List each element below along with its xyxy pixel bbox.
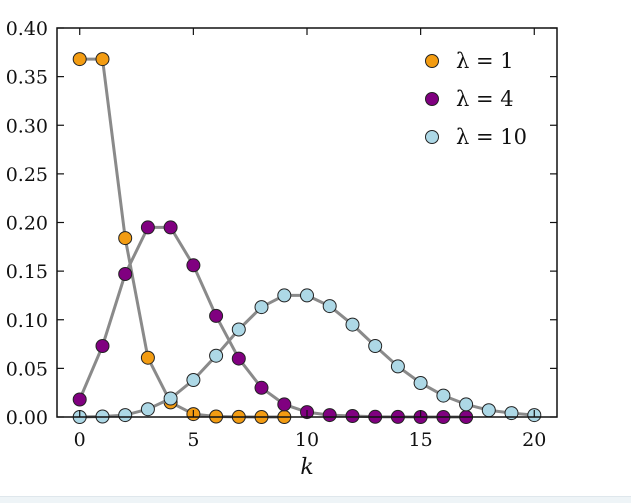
series-3-point — [186, 373, 201, 387]
y-tick-label: 0.20 — [6, 213, 48, 235]
series-2-point — [231, 351, 246, 366]
x-axis-label: k — [300, 455, 313, 480]
series-3-point — [163, 391, 178, 406]
series-2-point — [254, 380, 269, 395]
legend-marker-3 — [425, 130, 439, 144]
series-2-point — [95, 339, 110, 353]
series-2-point — [322, 408, 337, 423]
series-3-point — [368, 339, 383, 353]
series-2-point — [277, 397, 292, 412]
series-1-line — [78, 57, 286, 419]
axes-layer: 0 5 10 15 20 0.00 0.05 0.10 0.15 0.20 0.25 0.30 0.35… — [6, 18, 558, 480]
series-3-point — [300, 288, 314, 303]
series-3-point — [277, 288, 292, 303]
series-2-line — [78, 225, 468, 419]
series-3-point — [345, 317, 360, 332]
legend-marker-1 — [425, 54, 439, 68]
series-3-point — [322, 299, 337, 314]
series-1-point — [95, 52, 110, 67]
series-3-point — [254, 300, 269, 315]
series-3-point — [209, 348, 224, 363]
y-tick-label: 0.40 — [6, 18, 48, 40]
y-tick-label: 0.35 — [6, 67, 48, 89]
series-2-point — [186, 258, 201, 273]
legend: λ = 1 λ = 4 λ = 10 — [425, 49, 527, 149]
series-3-point — [436, 388, 451, 403]
series-2-point — [140, 220, 155, 235]
legend-label-3: λ = 10 — [456, 125, 527, 149]
legend-marker-2 — [425, 92, 439, 106]
series-2-point — [118, 267, 133, 281]
y-tick-label: 0.30 — [6, 115, 48, 137]
series-3-point — [390, 359, 405, 374]
series-2-point — [72, 392, 87, 407]
series-2-point — [209, 308, 224, 323]
series-3-point — [481, 403, 496, 418]
series-3-point — [459, 397, 474, 412]
x-tick-label: 20 — [522, 429, 546, 451]
legend-label-1: λ = 1 — [456, 49, 514, 73]
series-3-point — [231, 322, 246, 337]
y-tick-label: 0.15 — [6, 261, 48, 283]
series-3-point — [413, 376, 428, 390]
x-tick-label: 0 — [74, 429, 86, 451]
y-tick-label: 0.10 — [6, 310, 48, 332]
series-2-point — [345, 409, 360, 423]
bottom-strip — [0, 496, 631, 503]
series-3-point — [140, 402, 155, 417]
series-2-point — [163, 220, 178, 235]
x-tick-label: 10 — [295, 429, 319, 451]
x-tick-label: 15 — [409, 429, 433, 451]
series-3-point — [118, 408, 133, 423]
series-1-point — [140, 350, 155, 365]
y-tick-label: 0.00 — [6, 407, 48, 429]
series-1-point — [72, 52, 87, 67]
legend-label-2: λ = 4 — [456, 87, 514, 111]
plot-layer — [72, 52, 542, 424]
series-1-point — [118, 231, 133, 246]
x-tick-label: 5 — [187, 429, 199, 451]
y-tick-label: 0.05 — [6, 358, 48, 380]
y-tick-label: 0.25 — [6, 164, 48, 186]
